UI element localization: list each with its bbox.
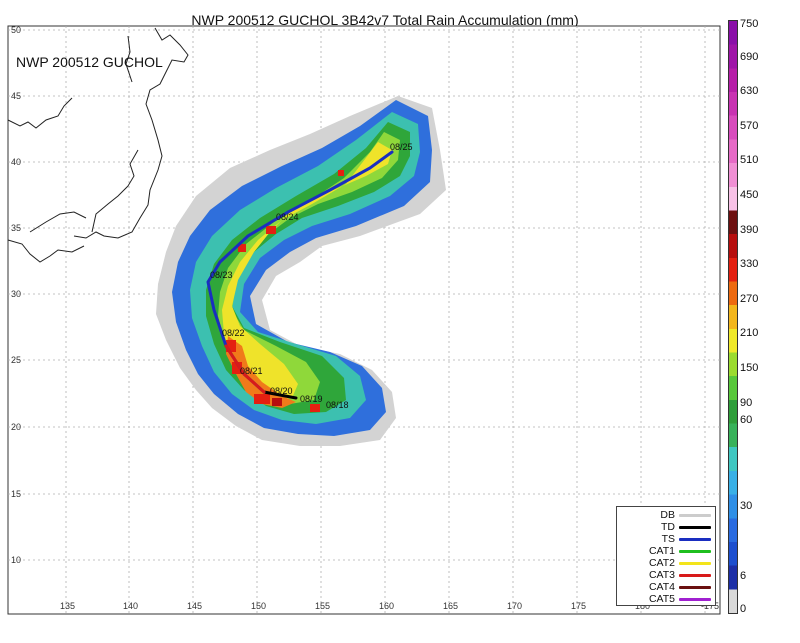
colorbar-tick: 150 (740, 362, 759, 374)
colorbar-tick: 690 (740, 51, 759, 63)
legend-label: CAT2 (648, 557, 675, 569)
legend-row: CAT3 (617, 569, 717, 581)
colorbar-tick: 510 (740, 154, 759, 166)
lon-label: 145 (187, 601, 202, 611)
track-date-label: 08/24 (276, 212, 299, 222)
lat-label: 10 (11, 555, 21, 565)
colorbar-tick: 750 (740, 18, 759, 30)
longitude-labels: 135 140 145 150 155 160 165 170 175 180 … (60, 601, 719, 611)
lon-label: 150 (251, 601, 266, 611)
legend-swatch (679, 574, 711, 577)
colorbar-tick: 630 (740, 85, 759, 97)
lat-label: 50 (11, 25, 21, 35)
legend-swatch (679, 526, 711, 529)
lat-label: 45 (11, 91, 21, 101)
lon-label: -175 (701, 601, 719, 611)
colorbar-tick: 6 (740, 570, 747, 582)
lon-label: 170 (507, 601, 522, 611)
lon-label: 175 (571, 601, 586, 611)
lon-label: 155 (315, 601, 330, 611)
legend-row: CAT2 (617, 557, 717, 569)
colorbar-tick: 30 (740, 500, 753, 512)
lon-label: 160 (379, 601, 394, 611)
colorbar-tick: 0 (740, 603, 747, 615)
colorbar-tick: 570 (740, 120, 759, 132)
storm-track (206, 150, 394, 400)
legend-label: TD (661, 521, 675, 533)
colorbar-tick: 270 (740, 293, 759, 305)
track-date-label: 08/21 (240, 366, 263, 376)
legend-row: CAT1 (617, 545, 717, 557)
legend-swatch (679, 586, 711, 589)
colorbar-tick: 90 (740, 397, 753, 409)
latitude-labels: 50 45 40 35 30 25 20 15 10 (11, 25, 21, 565)
lat-label: 40 (11, 157, 21, 167)
legend-row: CAT4 (617, 581, 717, 593)
colorbar-tick: 390 (740, 224, 759, 236)
track-legend: DB TD TS CAT1 CAT2 CAT3 CAT4 CAT5 (616, 506, 716, 606)
page-title: NWP 200512 GUCHOL 3B42v7 Total Rain Accu… (191, 12, 579, 28)
legend-label: CAT4 (648, 581, 675, 593)
track-date-label: 08/20 (270, 386, 293, 396)
lat-label: 30 (11, 289, 21, 299)
lon-label: 180 (635, 601, 650, 611)
colorbar-tick: 60 (740, 414, 753, 426)
colorbar-tick: 330 (740, 258, 759, 270)
lon-label: 135 (60, 601, 75, 611)
track-date-label: 08/19 (300, 394, 323, 404)
legend-label: DB (660, 509, 675, 521)
lat-label: 35 (11, 223, 21, 233)
storm-name-label: NWP 200512 GUCHOL (16, 54, 163, 70)
legend-row: TD (617, 521, 717, 533)
track-date-label: 08/23 (210, 270, 233, 280)
legend-label: CAT3 (648, 569, 675, 581)
lon-label: 165 (443, 601, 458, 611)
colorbar-tick: 450 (740, 189, 759, 201)
legend-swatch (679, 538, 711, 541)
map-frame (7, 25, 721, 615)
legend-label: TS (661, 533, 675, 545)
track-date-labels: 08/25 08/24 08/23 08/22 08/21 08/20 08/1… (210, 142, 413, 410)
legend-row: DB (617, 509, 717, 521)
track-date-label: 08/22 (222, 328, 245, 338)
colorbar (728, 20, 738, 614)
legend-swatch (679, 550, 711, 553)
legend-row: TS (617, 533, 717, 545)
legend-label: CAT1 (648, 545, 675, 557)
legend-swatch (679, 598, 711, 601)
lat-label: 25 (11, 355, 21, 365)
colorbar-tick: 210 (740, 327, 759, 339)
track-date-label: 08/18 (326, 400, 349, 410)
lat-label: 20 (11, 422, 21, 432)
legend-label: CAT5 (648, 593, 675, 605)
lon-label: 140 (123, 601, 138, 611)
coastline (7, 27, 189, 263)
lat-label: 15 (11, 489, 21, 499)
legend-row: CAT5 (617, 593, 717, 605)
legend-swatch (679, 562, 711, 565)
track-date-label: 08/25 (390, 142, 413, 152)
legend-swatch (679, 514, 711, 517)
